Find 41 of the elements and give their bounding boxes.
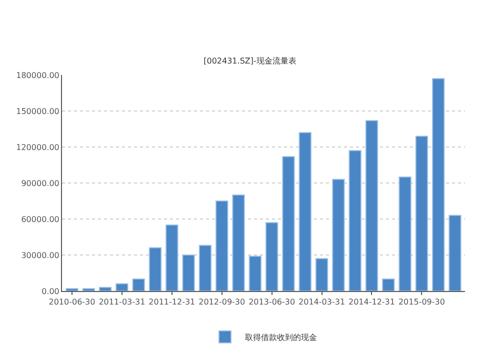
bar: [66, 288, 78, 291]
bar: [216, 200, 228, 291]
y-tick-label: 90000.00: [21, 178, 60, 188]
bar: [382, 278, 395, 291]
bar: [432, 78, 445, 291]
bar: [248, 256, 262, 291]
y-tick-label: 30000.00: [21, 250, 60, 260]
x-tick-label: 2015-09-30: [398, 298, 445, 307]
bar: [332, 178, 345, 291]
x-tick-label: 2011-03-31: [98, 298, 146, 307]
bar: [232, 194, 245, 291]
bar: [315, 258, 328, 291]
x-tick-label: 2013-06-30: [248, 298, 296, 307]
y-tick-label: 60000.00: [21, 214, 60, 224]
bar: [98, 286, 112, 291]
bar: [148, 247, 162, 291]
bar: [298, 132, 312, 291]
x-tick-label: 2010-06-30: [48, 298, 96, 307]
bar: [365, 120, 378, 291]
y-tick-label: 150000.00: [16, 106, 60, 116]
bar: [182, 254, 195, 291]
bar: [266, 222, 278, 291]
bar: [166, 224, 178, 291]
y-tick-label: 120000.00: [16, 142, 60, 152]
x-tick-label: 2014-12-31: [348, 298, 395, 307]
bar: [348, 150, 362, 291]
bar: [282, 156, 295, 291]
bar: [415, 136, 428, 291]
bar: [448, 214, 462, 291]
bar: [132, 278, 145, 291]
legend-label: 取得借款收到的现金: [245, 333, 317, 342]
y-tick-label: 0.00: [42, 286, 60, 296]
bar: [82, 288, 95, 291]
x-tick-label: 2014-03-31: [298, 298, 346, 307]
bar: [198, 244, 212, 291]
bar: [398, 176, 412, 291]
chart-title: [002431.SZ]-现金流量表: [204, 56, 296, 66]
x-tick-label: 2011-12-31: [148, 298, 196, 307]
y-tick-label: 180000.00: [16, 70, 60, 80]
bar: [116, 283, 128, 291]
x-tick-label: 2012-09-30: [198, 298, 246, 307]
